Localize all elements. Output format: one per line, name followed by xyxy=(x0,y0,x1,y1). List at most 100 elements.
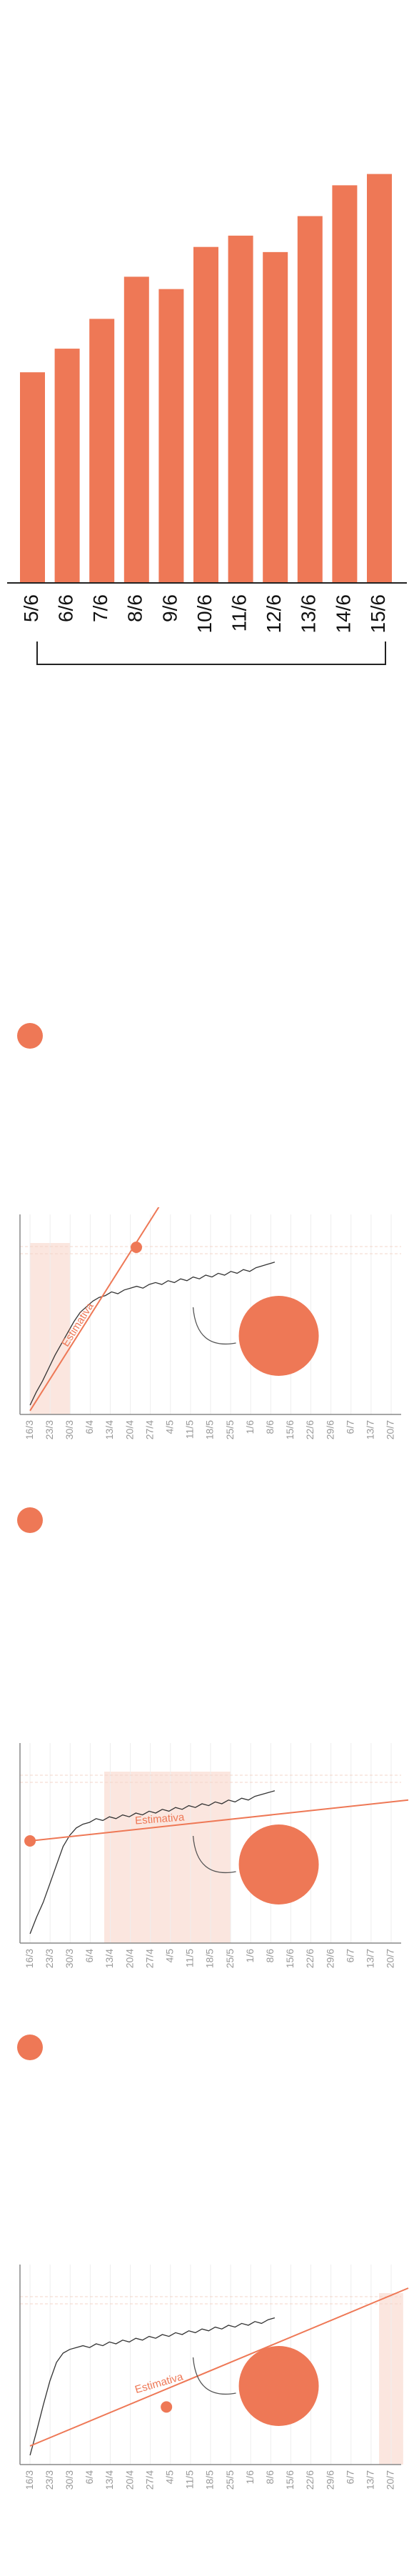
x-tick-label: 13/7 xyxy=(365,2470,376,2490)
data-series-line xyxy=(29,2317,276,2456)
bar-tick-label: 15/6 xyxy=(367,594,389,634)
bar-8-6 xyxy=(123,276,149,583)
x-tick-label: 23/3 xyxy=(44,2470,55,2490)
x-tick-label: 11/5 xyxy=(184,2470,196,2489)
data-series-line xyxy=(29,1262,276,1406)
x-tick-label: 20/7 xyxy=(385,2470,396,2490)
x-tick-label: 6/7 xyxy=(344,2470,355,2485)
indicator-dot-3 xyxy=(17,2035,43,2060)
x-tick-label: 18/5 xyxy=(204,1420,216,1439)
x-tick-label: 29/6 xyxy=(324,2470,335,2490)
bar-13-6 xyxy=(297,216,323,583)
callout-circle xyxy=(238,1824,319,1904)
estimativa-line xyxy=(29,2287,409,2447)
bar-tick-label: 11/6 xyxy=(228,594,250,631)
callout-connector xyxy=(192,1835,236,1873)
x-tick-label: 16/3 xyxy=(24,1949,35,1968)
x-tick-label: 4/5 xyxy=(163,2470,175,2485)
x-tick-label: 8/6 xyxy=(264,1949,276,1963)
x-tick-label: 18/5 xyxy=(204,1949,216,1968)
bar-tick-label: 8/6 xyxy=(124,594,146,622)
x-tick-label: 22/6 xyxy=(304,2470,315,2490)
x-tick-label: 30/3 xyxy=(64,1949,75,1968)
x-tick-label: 11/5 xyxy=(184,1420,196,1439)
x-tick-label: 13/4 xyxy=(104,2470,115,2490)
x-tick-label: 6/4 xyxy=(84,1949,95,1963)
x-tick-label: 22/6 xyxy=(304,1949,315,1968)
bar-tick-label: 10/6 xyxy=(193,594,216,634)
bar-6-6 xyxy=(54,349,80,583)
x-tick-label: 1/6 xyxy=(244,2470,256,2485)
bar-chart: 5/6 6/6 7/6 8/6 9/6 10/6 11/6 12/6 13/6 14/6 15/6 xyxy=(7,174,407,665)
x-tick-label: 27/4 xyxy=(143,1949,155,1968)
x-tick-label: 27/4 xyxy=(143,1420,155,1439)
estimativa-line xyxy=(29,1207,160,1412)
x-tick-label: 6/7 xyxy=(344,1420,355,1434)
x-tick-label: 22/6 xyxy=(304,1420,315,1439)
data-series-line xyxy=(29,1790,276,1935)
x-tick-label: 13/4 xyxy=(104,1949,115,1968)
bar-bracket xyxy=(36,641,386,665)
callout-connector xyxy=(192,1307,236,1344)
bar-tick-label: 13/6 xyxy=(298,594,320,634)
x-tick-label: 20/7 xyxy=(385,1949,396,1968)
x-tick-label: 18/5 xyxy=(204,2470,216,2490)
bar-11-6 xyxy=(228,235,253,583)
x-tick-label: 30/3 xyxy=(64,1420,75,1439)
bar-tick-label: 14/6 xyxy=(332,594,354,634)
x-tick-label: 11/5 xyxy=(184,1949,196,1967)
callout-circle xyxy=(238,1296,319,1376)
x-tick-label: 25/5 xyxy=(224,2470,236,2490)
x-tick-label: 1/6 xyxy=(244,1949,256,1963)
x-tick-label: 23/3 xyxy=(44,1420,55,1439)
bar-tick-label: 6/6 xyxy=(54,594,76,622)
x-tick-label: 6/7 xyxy=(344,1949,355,1963)
x-tick-label: 13/4 xyxy=(104,1420,115,1439)
bar-15-6 xyxy=(367,174,392,584)
x-tick-label: 4/5 xyxy=(163,1949,175,1963)
estimativa-line xyxy=(29,1799,409,1842)
x-tick-label: 27/4 xyxy=(143,2470,155,2490)
x-tick-label: 1/6 xyxy=(244,1420,256,1434)
x-tick-label: 13/7 xyxy=(365,1420,376,1439)
x-tick-label: 13/7 xyxy=(365,1949,376,1968)
x-tick-label: 15/6 xyxy=(284,1420,296,1439)
x-tick-label: 16/3 xyxy=(24,1420,35,1439)
line-chart-2: Estimativa 16/3 23/3 30/3 6/4 13/4 20/4 27/4 4/5… xyxy=(19,1743,409,1968)
bar-group: 5/6 6/6 7/6 8/6 9/6 10/6 11/6 12/6 13/6 14/6 15/6 xyxy=(20,174,392,634)
x-tick-label: 16/3 xyxy=(24,2470,35,2490)
bar-tick-label: 5/6 xyxy=(20,594,42,622)
x-tick-label: 20/4 xyxy=(123,1949,135,1968)
x-tick-label: 29/6 xyxy=(324,1420,335,1439)
x-tick-label: 29/6 xyxy=(324,1949,335,1968)
x-tick-label: 25/5 xyxy=(224,1949,236,1968)
x-tick-label: 6/4 xyxy=(84,1420,95,1434)
estimativa-label: Estimativa xyxy=(135,1811,186,1827)
x-tick-label: 20/7 xyxy=(385,1420,396,1439)
x-tick-label: 4/5 xyxy=(163,1420,175,1434)
x-tick-label: 30/3 xyxy=(64,2470,75,2490)
bar-9-6 xyxy=(158,289,184,583)
shaded-region xyxy=(104,1772,231,1943)
x-tick-label: 20/4 xyxy=(123,2470,135,2490)
x-tick-label: 15/6 xyxy=(284,2470,296,2490)
bar-14-6 xyxy=(332,185,358,583)
bar-tick-label: 12/6 xyxy=(263,594,285,634)
bar-5-6 xyxy=(20,372,45,583)
x-tick-label: 8/6 xyxy=(264,1420,276,1434)
estimativa-marker xyxy=(131,1242,143,1253)
x-tick-label: 20/4 xyxy=(123,1420,135,1439)
bar-tick-label: 9/6 xyxy=(158,594,181,622)
x-tick-label: 25/5 xyxy=(224,1420,236,1439)
x-tick-label: 8/6 xyxy=(264,2470,276,2485)
indicator-dot-2 xyxy=(17,1507,43,1533)
bar-tick-label: 7/6 xyxy=(89,594,111,622)
bar-7-6 xyxy=(89,319,115,583)
estimativa-marker xyxy=(161,2401,173,2413)
x-tick-label: 23/3 xyxy=(44,1949,55,1968)
callout-connector xyxy=(192,2357,236,2395)
bar-12-6 xyxy=(263,251,288,583)
x-tick-label: 6/4 xyxy=(84,2470,95,2485)
